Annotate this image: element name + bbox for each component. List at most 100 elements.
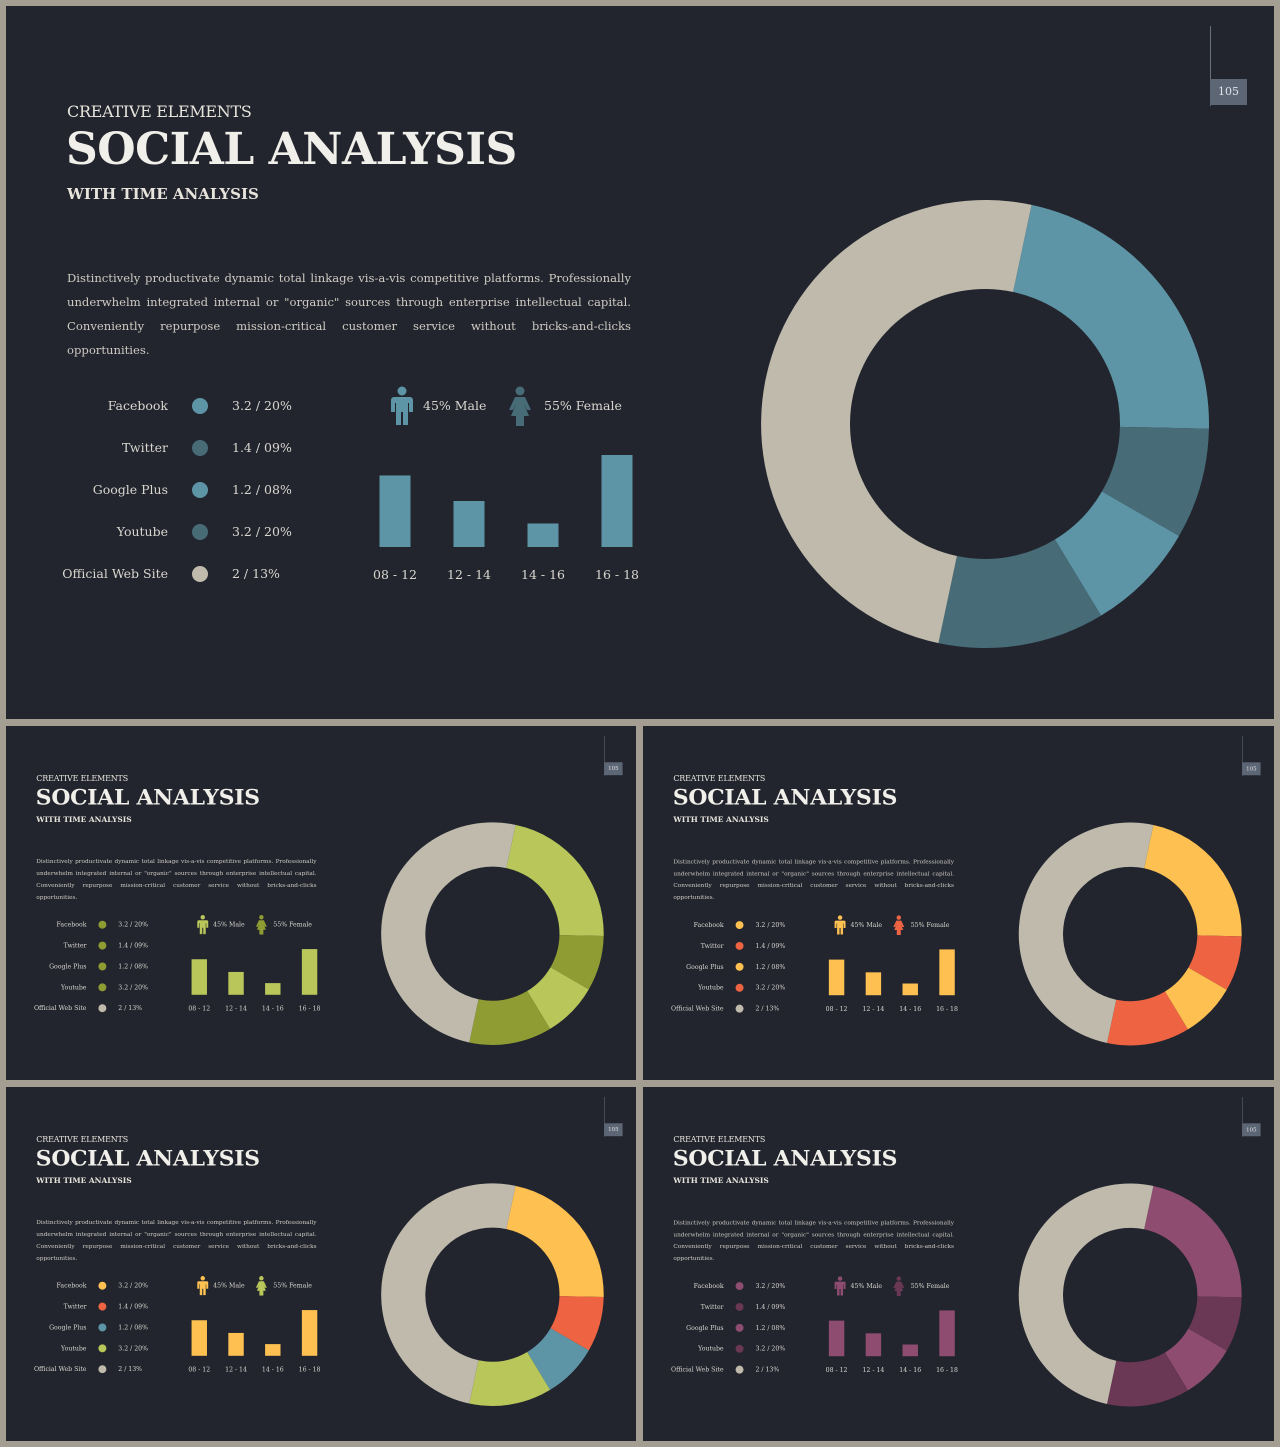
- eyebrow-text: CREATIVE ELEMENTS: [673, 773, 766, 784]
- legend-dot-icon: [192, 524, 208, 540]
- legend-label: Twitter: [121, 440, 168, 455]
- donut-slice-google-plus: [527, 1328, 589, 1390]
- legend-label: Google Plus: [686, 1323, 724, 1332]
- legend-dot-icon: [98, 962, 107, 971]
- legend-value: 1.2 / 08%: [755, 1323, 786, 1332]
- bar-16-18: [601, 455, 633, 547]
- female-person-icon: [893, 915, 905, 936]
- legend-dot-icon: [98, 1344, 107, 1353]
- donut-slice-google-plus: [1164, 1328, 1227, 1391]
- female-person-icon: [255, 1276, 267, 1296]
- legend-value: 2 / 13%: [118, 1365, 143, 1373]
- legend-dot-icon: [98, 1323, 107, 1332]
- bar-08-12: [828, 959, 845, 996]
- bar-category-label: 08 - 12: [373, 567, 417, 582]
- legend-dot-icon: [735, 1323, 744, 1332]
- donut-slice-facebook: [1144, 824, 1242, 937]
- social-donut-chart: [1018, 822, 1242, 1046]
- legend-dot-icon: [192, 482, 208, 498]
- bar-category-label: 16 - 18: [936, 1367, 958, 1374]
- eyebrow-text: CREATIVE ELEMENTS: [36, 1134, 128, 1145]
- female-percentage: 55% Female: [273, 1281, 312, 1290]
- legend-value: 3.2 / 20%: [755, 1282, 786, 1290]
- female-percentage: 55% Female: [910, 921, 950, 929]
- legend-label: Youtube: [698, 983, 724, 992]
- legend-dot-icon: [735, 983, 744, 992]
- female-percentage: 55% Female: [910, 1282, 950, 1290]
- legend-dot-icon: [735, 921, 744, 930]
- donut-slice-facebook: [1144, 1185, 1242, 1298]
- bar-16-18: [939, 1310, 955, 1357]
- legend-label: Twitter: [700, 1302, 724, 1311]
- slide-subtitle: WITH TIME ANALYSIS: [673, 815, 769, 825]
- legend-value: 1.2 / 08%: [232, 482, 292, 497]
- male-percentage: 45% Male: [850, 1282, 883, 1290]
- donut-slice-twitter: [1188, 935, 1242, 990]
- legend-label: Facebook: [693, 921, 724, 929]
- male-person-icon: [197, 915, 209, 935]
- legend-label: Youtube: [698, 1344, 724, 1353]
- legend-dot-icon: [98, 1281, 107, 1290]
- legend-value: 1.2 / 08%: [118, 962, 149, 970]
- donut-slice-google-plus: [1164, 967, 1227, 1030]
- bar-category-label: 16 - 18: [299, 1006, 321, 1013]
- legend-dot-icon: [98, 1004, 107, 1013]
- legend-label: Youtube: [61, 1344, 87, 1352]
- legend-label: Official Web Site: [670, 1365, 724, 1374]
- bar-14-16: [265, 1344, 281, 1356]
- legend-label: Facebook: [56, 920, 87, 929]
- legend-dot-icon: [735, 1365, 744, 1374]
- bar-category-label: 08 - 12: [826, 1367, 848, 1374]
- donut-slice-official-web-site: [381, 822, 516, 1043]
- bar-category-label: 08 - 12: [188, 1367, 210, 1374]
- slide-title: SOCIAL ANALYSIS: [35, 784, 260, 810]
- time-bar-chart: 08 - 12 12 - 14 14 - 16 16 - 18: [826, 1310, 958, 1374]
- bar-14-16: [265, 983, 281, 995]
- legend-value: 2 / 13%: [755, 1004, 780, 1013]
- time-bar-chart: 08 - 12 12 - 14 14 - 16 16 - 18: [188, 949, 321, 1013]
- bar-category-label: 12 - 14: [862, 1367, 884, 1374]
- donut-slice-youtube: [1107, 1352, 1188, 1407]
- legend-label: Facebook: [693, 1282, 724, 1290]
- slide-title: SOCIAL ANALYSIS: [35, 1145, 260, 1171]
- donut-slice-youtube: [469, 991, 551, 1045]
- male-person-icon: [834, 1276, 846, 1296]
- legend-dot-icon: [98, 1365, 107, 1374]
- bar-16-18: [939, 949, 955, 996]
- legend-value: 3.2 / 20%: [118, 1344, 149, 1352]
- donut-slice-official-web-site: [761, 200, 1032, 644]
- legend-label: Facebook: [56, 1281, 87, 1290]
- legend-label: Twitter: [63, 941, 87, 950]
- legend-label: Twitter: [63, 1302, 87, 1311]
- donut-slice-twitter: [550, 1296, 604, 1351]
- legend-label: Facebook: [107, 398, 168, 413]
- eyebrow-text: CREATIVE ELEMENTS: [67, 102, 252, 121]
- legend-label: Official Web Site: [670, 1004, 724, 1013]
- bar-category-label: 16 - 18: [595, 567, 639, 582]
- male-percentage: 45% Male: [850, 921, 883, 929]
- donut-slice-youtube: [938, 539, 1102, 648]
- legend-dot-icon: [98, 920, 107, 929]
- bar-14-16: [902, 983, 918, 996]
- donut-slice-twitter: [1188, 1296, 1242, 1351]
- donut-slice-google-plus: [1054, 491, 1179, 616]
- legend-dot-icon: [192, 398, 208, 414]
- legend-dot-icon: [735, 1344, 744, 1353]
- bar-08-12: [379, 475, 411, 547]
- bar-12-14: [453, 501, 485, 547]
- time-bar-chart: 08 - 12 12 - 14 14 - 16 16 - 18: [826, 949, 958, 1013]
- slide-content: 105 CREATIVE ELEMENTS SOCIAL ANALYSIS WI…: [643, 1087, 1274, 1441]
- legend-dot-icon: [735, 962, 744, 971]
- bar-12-14: [865, 972, 882, 996]
- description-paragraph: Distinctively productivate dynamic total…: [673, 857, 955, 901]
- bar-14-16: [902, 1344, 918, 1357]
- legend-label: Official Web Site: [33, 1004, 87, 1012]
- slide-purple: 105 CREATIVE ELEMENTS SOCIAL ANALYSIS WI…: [643, 1087, 1274, 1441]
- slide-content: 105 CREATIVE ELEMENTS SOCIAL ANALYSIS WI…: [643, 726, 1274, 1080]
- eyebrow-text: CREATIVE ELEMENTS: [673, 1134, 766, 1145]
- bar-category-label: 14 - 16: [262, 1006, 284, 1013]
- page-number: 105: [604, 1123, 623, 1137]
- page-marker-line: [1210, 26, 1211, 106]
- donut-slice-facebook: [506, 1185, 604, 1298]
- description-paragraph: Distinctively productivate dynamic total…: [673, 1218, 955, 1262]
